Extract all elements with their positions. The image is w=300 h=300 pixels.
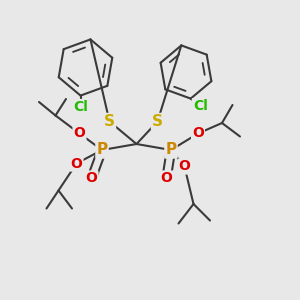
Text: O: O [192, 127, 204, 140]
Text: O: O [178, 160, 190, 173]
Text: O: O [85, 172, 98, 185]
Text: O: O [70, 157, 83, 170]
Text: S: S [104, 114, 115, 129]
Text: O: O [74, 127, 86, 140]
Text: Cl: Cl [193, 99, 208, 113]
Text: Cl: Cl [73, 100, 88, 114]
Text: S: S [152, 114, 163, 129]
Text: P: P [96, 142, 108, 158]
Text: O: O [160, 172, 172, 185]
Text: P: P [165, 142, 177, 158]
